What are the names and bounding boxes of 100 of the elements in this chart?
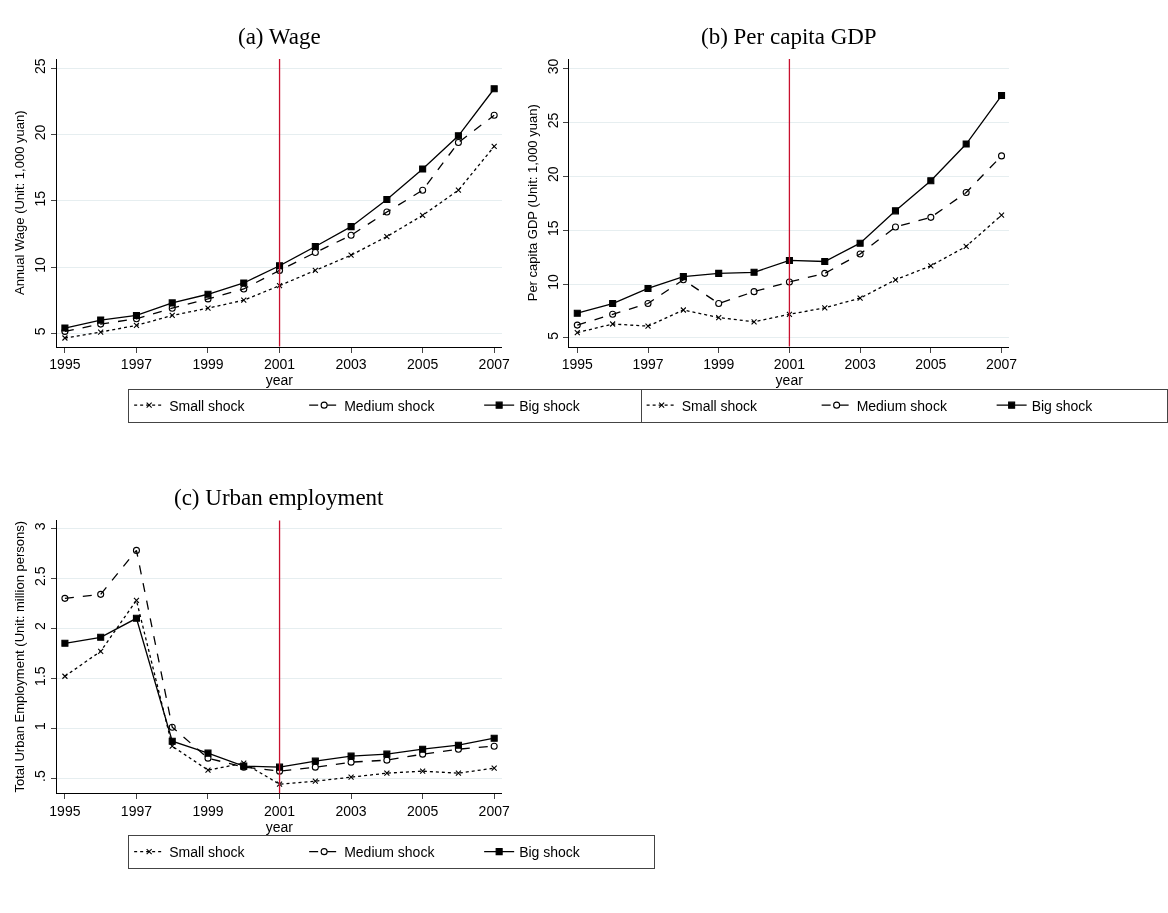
- point: [97, 633, 105, 641]
- point: [276, 282, 283, 289]
- y-axis-title: Per capita GDP (Unit: 1,000 yuan): [524, 104, 540, 302]
- x-tick-label: 2003: [335, 356, 367, 373]
- point: [97, 316, 105, 324]
- point: [997, 92, 1006, 100]
- y-axis-title: Total Urban Employment (Unit: million persons): [12, 520, 28, 793]
- point: [419, 768, 426, 775]
- point: [962, 140, 970, 148]
- legend-label: Medium shock: [344, 397, 436, 414]
- point: [132, 614, 140, 622]
- point: [455, 187, 462, 194]
- point: [419, 186, 427, 194]
- point: [573, 309, 581, 317]
- point: [347, 752, 355, 760]
- point: [609, 320, 616, 328]
- point: [454, 741, 462, 749]
- y-tick-label: 2: [32, 622, 49, 631]
- legend-label: Small shock: [169, 397, 246, 414]
- point: [715, 269, 723, 277]
- x-tick-label: 2007: [478, 356, 510, 373]
- point: [891, 207, 900, 215]
- point: [383, 750, 391, 758]
- point: [998, 212, 1005, 219]
- point: [204, 749, 212, 757]
- point: [383, 195, 391, 204]
- x-tick-label: 2003: [335, 802, 367, 819]
- point: [347, 758, 355, 766]
- y-tick-label: 3: [32, 522, 49, 531]
- point: [347, 231, 355, 239]
- point: [715, 299, 723, 308]
- y-tick-label: 20: [32, 124, 49, 141]
- point: [419, 745, 427, 753]
- x-tick-label: 1995: [49, 356, 81, 373]
- x-tick-label: 1999: [192, 802, 224, 819]
- point: [383, 208, 391, 216]
- point: [311, 763, 319, 771]
- point: [574, 329, 581, 336]
- point: [786, 311, 793, 318]
- y-tick-label: 2.5: [32, 566, 49, 586]
- x-axis-title: year: [265, 818, 294, 835]
- point: [168, 299, 176, 307]
- point: [963, 243, 970, 250]
- point: [61, 639, 69, 647]
- x-tick-label: 2007: [985, 356, 1018, 373]
- chart-title: (a) Wage: [238, 24, 321, 49]
- point: [609, 310, 617, 318]
- point: [751, 318, 758, 325]
- x-tick-label: 2007: [478, 802, 510, 819]
- x-tick-label: 2001: [263, 356, 296, 373]
- x-tick-label: 1995: [561, 356, 594, 373]
- x-tick-label: 1997: [120, 356, 153, 373]
- point: [490, 85, 498, 93]
- point: [419, 165, 427, 173]
- point: [240, 279, 248, 287]
- point: [962, 189, 970, 197]
- point: [785, 278, 793, 286]
- legend-label: Small shock: [681, 397, 759, 414]
- point: [240, 285, 248, 293]
- point: [891, 223, 900, 231]
- legend-label: Big shock: [1031, 397, 1094, 414]
- legend-label: Big shock: [519, 844, 581, 861]
- y-tick-label: 15: [32, 190, 49, 207]
- point: [715, 314, 722, 321]
- point: [856, 250, 864, 258]
- y-tick-label: 25: [32, 58, 49, 74]
- point: [490, 111, 498, 119]
- x-tick-label: 2005: [915, 356, 947, 373]
- point: [61, 594, 69, 602]
- x-tick-label: 1997: [120, 802, 153, 819]
- x-tick-label: 2001: [263, 802, 296, 819]
- point: [204, 305, 212, 312]
- point: [644, 299, 652, 308]
- point: [168, 737, 176, 745]
- point: [97, 328, 104, 336]
- x-axis-title: year: [775, 372, 804, 389]
- legend-label: Big shock: [519, 397, 581, 414]
- point: [347, 223, 355, 231]
- point: [276, 781, 283, 788]
- point: [311, 242, 319, 251]
- point: [454, 132, 462, 140]
- point: [491, 143, 498, 150]
- y-tick-label: 15: [544, 220, 561, 236]
- point: [312, 778, 319, 785]
- point: [821, 269, 829, 277]
- legend-label: Medium shock: [344, 844, 436, 861]
- y-tick-label: 5: [32, 327, 49, 336]
- point: [169, 312, 176, 319]
- x-tick-label: 2001: [773, 356, 806, 373]
- point: [311, 757, 319, 765]
- point: [97, 590, 105, 598]
- point: [680, 306, 687, 314]
- point: [204, 290, 212, 298]
- point: [454, 138, 462, 146]
- y-tick-label: 25: [544, 112, 561, 129]
- x-tick-label: 1995: [49, 802, 81, 819]
- point: [644, 284, 652, 292]
- point: [61, 673, 68, 680]
- y-tick-label: 5: [544, 331, 561, 340]
- x-tick-label: 2005: [407, 356, 439, 373]
